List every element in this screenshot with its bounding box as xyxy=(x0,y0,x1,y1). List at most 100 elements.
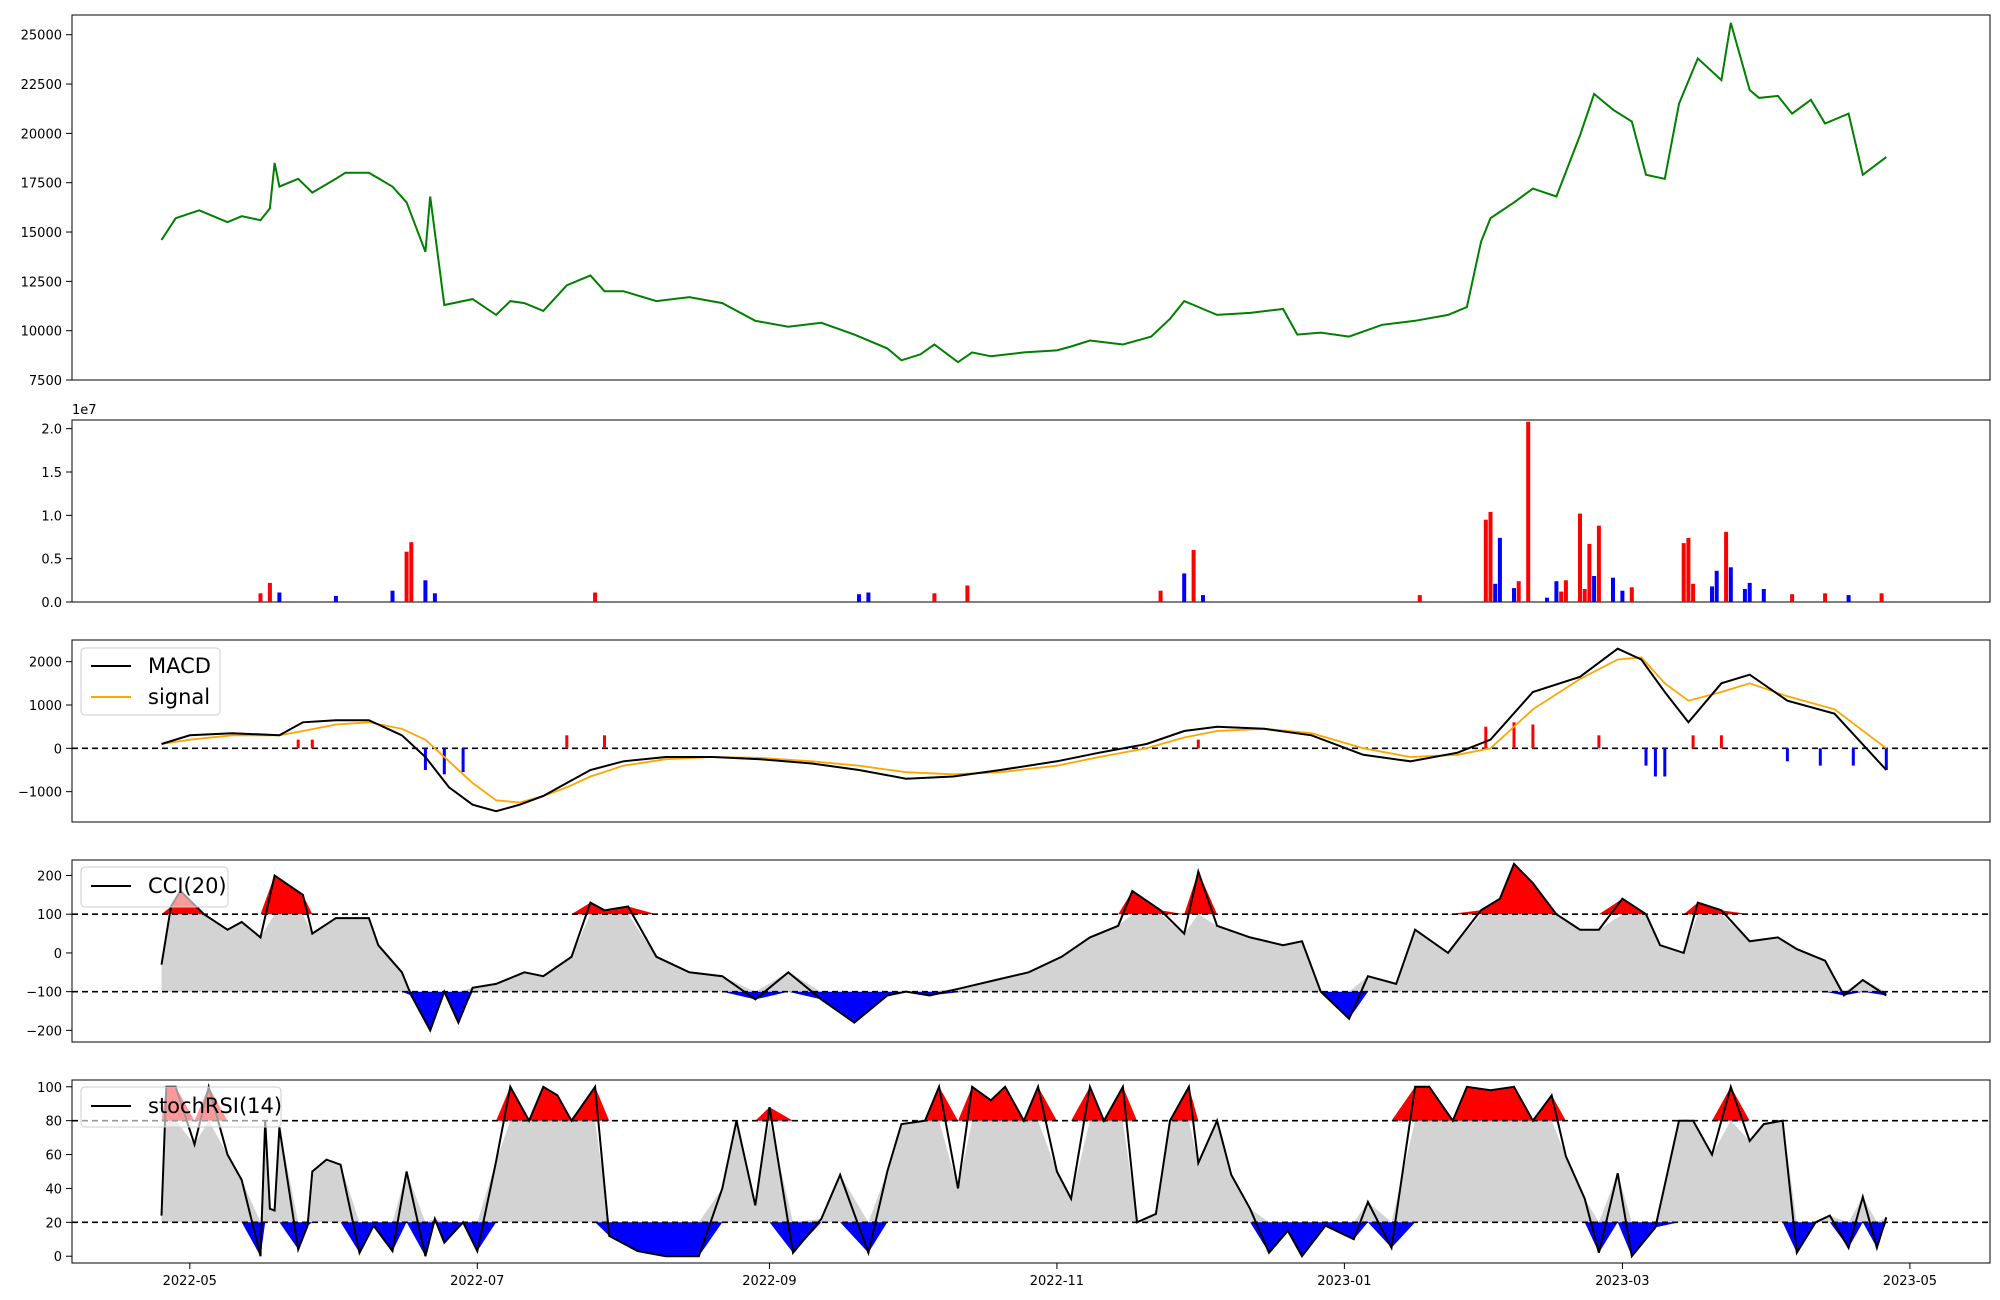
volume-bar xyxy=(423,580,428,602)
macd-signal-line xyxy=(161,656,1887,804)
volume-bar xyxy=(333,595,338,602)
volume-bar xyxy=(1592,576,1597,602)
y-tick-label: 20000 xyxy=(21,127,62,142)
volume-panel: 1e7 0.0 0.5 1.0 1.5 2.0 xyxy=(41,403,1991,611)
x-tick-label: 2022-05 xyxy=(163,1274,217,1289)
stochrsi-panel-frame xyxy=(71,1079,1991,1264)
y-tick-label: 10000 xyxy=(21,325,62,340)
volume-bar xyxy=(1545,597,1549,602)
volume-bar xyxy=(857,594,861,602)
stochrsi-legend: stochRSI(14) xyxy=(80,1086,282,1128)
volume-bar xyxy=(409,542,414,602)
macd-hist-bar xyxy=(565,735,569,749)
macd-panel-frame xyxy=(71,639,1991,823)
cci-overbought-fill xyxy=(161,863,1887,915)
volume-bar xyxy=(1182,573,1187,602)
volume-bar xyxy=(1611,577,1615,602)
volume-bar xyxy=(1516,581,1521,602)
stochrsi-neutral-band xyxy=(161,1120,1887,1223)
y-tick-label: 60 xyxy=(45,1149,62,1164)
volume-bar xyxy=(1158,590,1163,602)
macd-hist-bar xyxy=(310,739,314,749)
volume-bar xyxy=(1582,589,1587,602)
y-tick-label: 0.0 xyxy=(41,596,62,611)
y-tick-label: 0 xyxy=(54,1250,62,1265)
y-tick-label: 0 xyxy=(54,742,62,757)
y-tick-label: 17500 xyxy=(21,177,62,192)
x-tick-label: 2023-01 xyxy=(1317,1274,1371,1289)
volume-bar xyxy=(258,593,263,602)
macd-hist-bar xyxy=(603,735,606,749)
volume-bar xyxy=(277,592,282,602)
volume-bar xyxy=(404,551,409,602)
y-tick-label: 12500 xyxy=(21,275,62,290)
volume-bar xyxy=(1823,593,1828,602)
y-tick-label: 100 xyxy=(37,1081,62,1096)
macd-hist-bar xyxy=(1884,748,1888,770)
macd-legend-label: MACD xyxy=(148,654,211,678)
macd-hist-bar xyxy=(442,748,446,775)
y-tick-label: 2000 xyxy=(29,656,62,671)
price-panel-frame xyxy=(71,14,1991,381)
x-tick-label: 2022-11 xyxy=(1030,1274,1084,1289)
macd-hist-bar xyxy=(1512,722,1516,749)
volume-bar xyxy=(593,592,598,602)
macd-legend-box xyxy=(80,647,221,716)
cci-legend-label: CCI(20) xyxy=(148,874,227,898)
macd-hist-bar xyxy=(1653,748,1657,777)
y-tick-label: 1.5 xyxy=(41,466,62,481)
volume-bar xyxy=(965,585,970,602)
volume-bar xyxy=(1417,595,1422,602)
volume-bar xyxy=(1483,519,1488,602)
y-tick-label: 0 xyxy=(54,947,62,962)
macd-y-ticks: −1000 0 1000 2000 xyxy=(18,656,72,801)
price-y-ticks: 7500 10000 12500 15000 17500 20000 22500 25000 xyxy=(21,29,72,389)
x-tick-label: 2022-09 xyxy=(742,1274,796,1289)
macd-hist-bar xyxy=(1597,735,1601,749)
stochrsi-legend-label: stochRSI(14) xyxy=(148,1094,282,1118)
cci-line xyxy=(160,862,1887,1033)
volume-bar xyxy=(1620,590,1625,602)
y-tick-label: 80 xyxy=(45,1115,62,1130)
cci-legend: CCI(20) xyxy=(80,866,229,908)
cci-legend-box xyxy=(80,866,229,908)
cci-y-ticks: −200 −100 0 100 200 xyxy=(26,869,72,1039)
volume-bar xyxy=(1761,589,1766,602)
volume-bar xyxy=(866,592,871,602)
macd-hist-bar xyxy=(1818,748,1822,766)
macd-hist-bar xyxy=(1196,739,1200,749)
volume-bar xyxy=(1554,581,1559,602)
y-tick-label: 7500 xyxy=(29,374,62,389)
volume-bar xyxy=(1512,588,1516,602)
volume-bar xyxy=(1578,513,1582,602)
macd-hist-bar xyxy=(1785,748,1789,762)
y-tick-label: −100 xyxy=(26,986,62,1001)
volume-bar xyxy=(1686,537,1691,602)
volume-offset-label: 1e7 xyxy=(72,403,97,418)
volume-bar xyxy=(1488,511,1493,602)
date-x-axis: 2022-05 2022-07 2022-09 2022-11 2023-01 2023-… xyxy=(163,1263,1937,1289)
macd-legend: MACD signal xyxy=(80,647,221,716)
volume-bar xyxy=(1747,582,1752,602)
cci-panel-frame xyxy=(71,859,1991,1043)
macd-hist-bar xyxy=(1484,726,1488,749)
volume-bar xyxy=(1201,595,1205,602)
y-tick-label: 0.5 xyxy=(41,553,62,568)
volume-bar xyxy=(1790,594,1795,602)
y-tick-label: 100 xyxy=(37,908,62,923)
stochrsi-overbought-fill xyxy=(161,1086,1887,1121)
y-tick-label: 2.0 xyxy=(41,423,62,438)
volume-bars xyxy=(258,421,1884,602)
volume-bar xyxy=(932,593,937,602)
macd-hist-bar xyxy=(1719,735,1723,749)
macd-hist-bar xyxy=(423,748,427,770)
macd-panel: −1000 0 1000 2000 MACD signal xyxy=(18,639,1991,823)
macd-hist-bar xyxy=(1691,735,1695,749)
stochrsi-line xyxy=(160,1082,1888,1259)
volume-bar xyxy=(1714,570,1719,602)
volume-bar xyxy=(1587,543,1592,602)
y-tick-label: 200 xyxy=(37,869,62,884)
y-tick-label: 20 xyxy=(45,1216,62,1231)
volume-bar xyxy=(1497,537,1502,602)
